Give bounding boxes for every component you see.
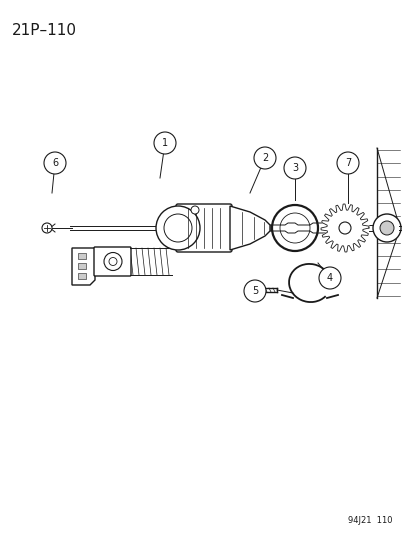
Circle shape	[318, 267, 340, 289]
FancyBboxPatch shape	[176, 204, 231, 252]
Circle shape	[254, 147, 275, 169]
Text: 4: 4	[326, 273, 332, 283]
Circle shape	[164, 214, 192, 242]
Bar	[78, 263, 86, 269]
Circle shape	[336, 152, 358, 174]
Text: 7: 7	[344, 158, 350, 168]
Text: 5: 5	[251, 286, 257, 296]
Circle shape	[42, 223, 52, 233]
Circle shape	[247, 283, 261, 297]
Circle shape	[154, 132, 176, 154]
Text: 3: 3	[291, 163, 297, 173]
Bar	[78, 273, 86, 279]
Text: 94J21  110: 94J21 110	[347, 516, 391, 525]
Bar	[78, 253, 86, 259]
Circle shape	[190, 206, 199, 214]
Circle shape	[156, 206, 199, 250]
Circle shape	[109, 257, 117, 265]
Polygon shape	[72, 248, 95, 285]
Circle shape	[104, 253, 122, 271]
Polygon shape	[230, 206, 269, 250]
Circle shape	[372, 214, 400, 242]
Circle shape	[44, 152, 66, 174]
Text: 1: 1	[161, 138, 168, 148]
Circle shape	[379, 221, 393, 235]
Polygon shape	[269, 223, 334, 233]
Text: 21P–110: 21P–110	[12, 23, 77, 38]
Circle shape	[338, 222, 350, 234]
FancyBboxPatch shape	[94, 247, 131, 276]
Circle shape	[243, 280, 266, 302]
Circle shape	[283, 157, 305, 179]
Text: 6: 6	[52, 158, 58, 168]
Polygon shape	[320, 204, 368, 252]
Text: 2: 2	[261, 153, 268, 163]
